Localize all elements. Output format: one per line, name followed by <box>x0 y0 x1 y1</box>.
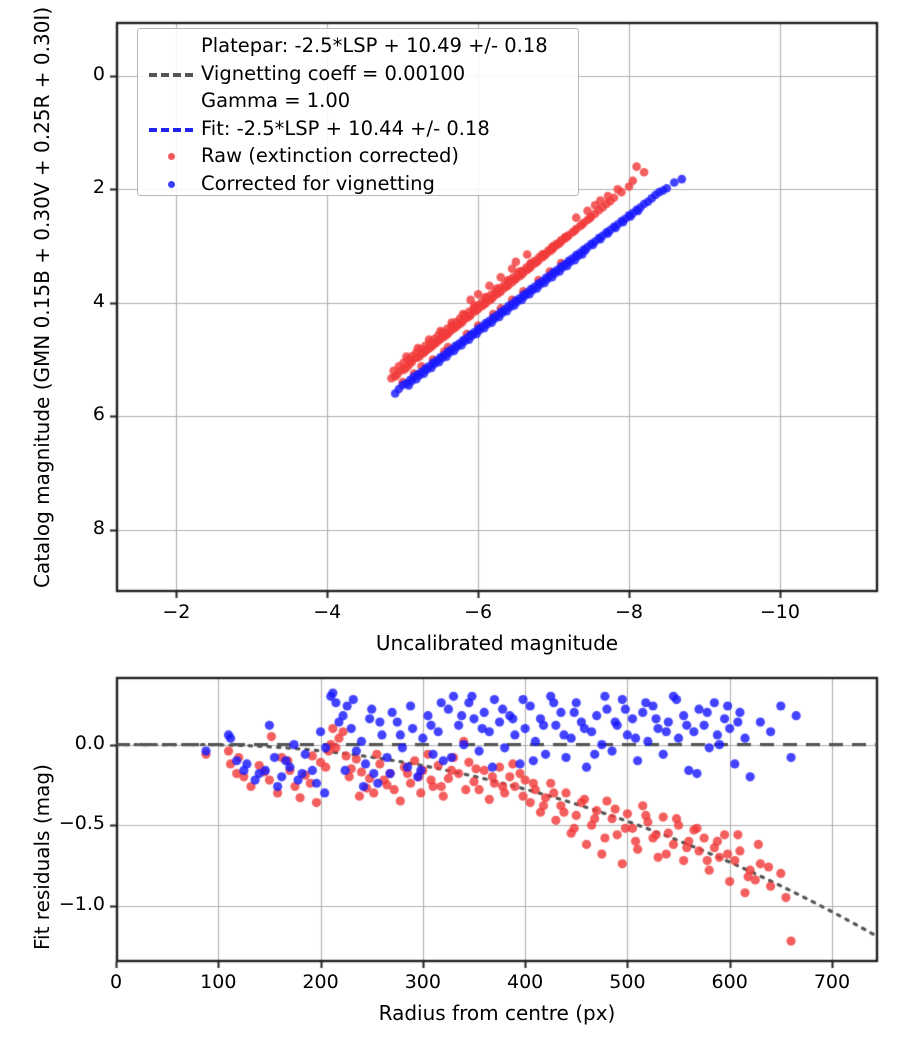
legend-raw-dot-swatch <box>168 153 175 160</box>
legend <box>137 28 579 196</box>
legend-fit-line-swatch <box>149 127 193 132</box>
legend-platepar-line-swatch <box>149 72 193 77</box>
legend-corrected-dot-swatch <box>168 180 175 188</box>
